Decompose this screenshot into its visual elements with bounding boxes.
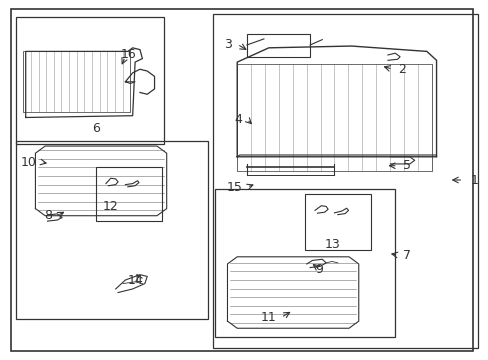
Text: 12: 12 <box>102 200 119 213</box>
Text: 15: 15 <box>226 181 242 194</box>
Text: 3: 3 <box>224 38 232 51</box>
Text: 4: 4 <box>234 113 242 126</box>
Text: 6: 6 <box>92 122 100 135</box>
Text: 10: 10 <box>20 156 36 168</box>
Text: 11: 11 <box>260 311 276 324</box>
Text: 9: 9 <box>314 263 322 276</box>
Text: 2: 2 <box>397 63 405 76</box>
Text: 1: 1 <box>469 174 477 186</box>
Text: 5: 5 <box>402 159 410 172</box>
Text: 16: 16 <box>120 49 136 62</box>
Text: 13: 13 <box>324 238 340 251</box>
Text: 8: 8 <box>44 209 52 222</box>
Text: 7: 7 <box>402 248 410 261</box>
Text: 14: 14 <box>127 274 142 287</box>
